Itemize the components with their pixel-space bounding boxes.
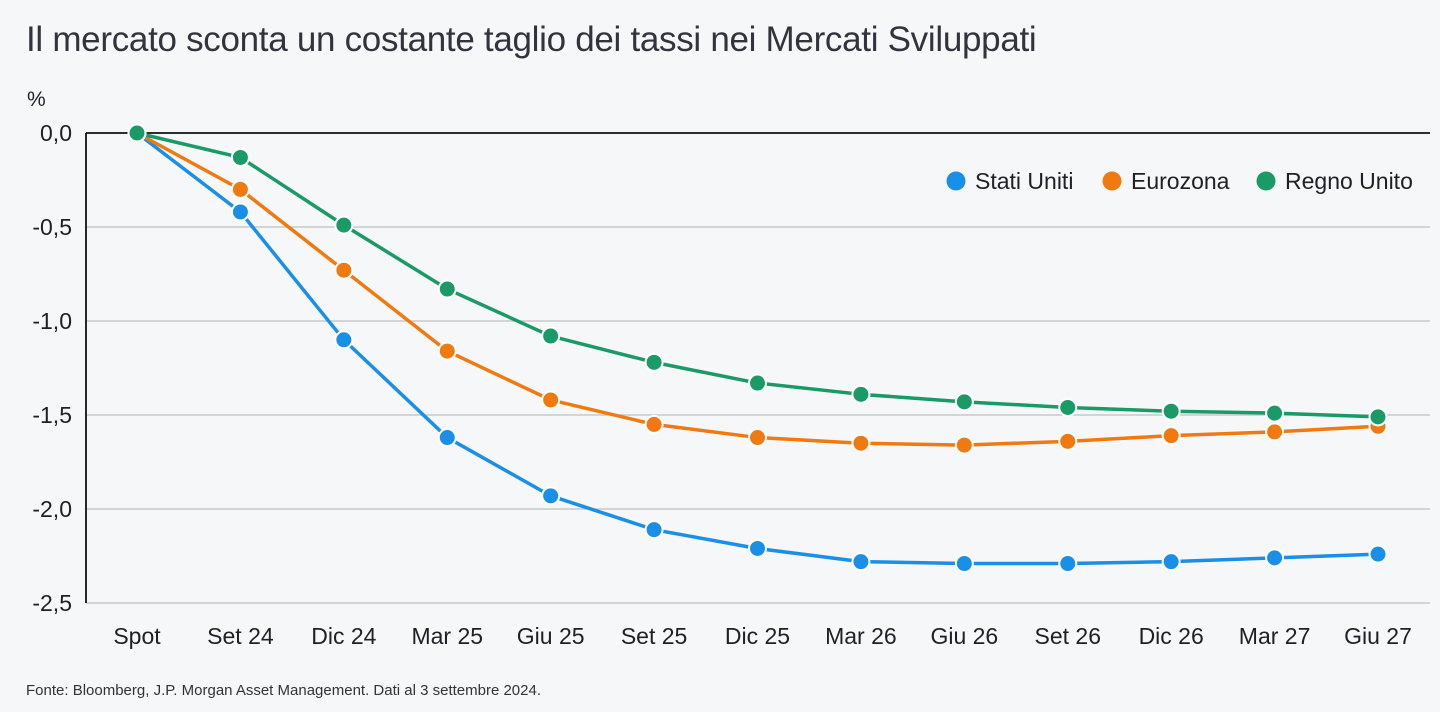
x-tick-label: Mar 25 (411, 623, 483, 649)
data-point (230, 179, 250, 199)
data-point (748, 428, 767, 448)
data-point (1265, 403, 1285, 423)
data-point (1265, 548, 1285, 568)
y-tick-label: -2,5 (32, 590, 72, 616)
data-point (644, 520, 664, 540)
y-tick-labels: 0,0 -0,5 -1,0 -1,5 -2,0 -2,5% (27, 88, 72, 616)
y-axis-unit: % (27, 88, 46, 111)
x-tick-label: Mar 27 (1239, 623, 1311, 649)
y-tick-label: -1,5 (32, 402, 72, 428)
data-point (334, 215, 354, 235)
data-point (437, 428, 457, 448)
legend-marker (1102, 171, 1122, 191)
legend-label: Eurozona (1131, 168, 1230, 194)
data-point (851, 552, 871, 572)
data-point (541, 486, 561, 506)
series-lines (135, 131, 1380, 566)
x-tick-labels: Spot Set 24 Dic 24 Mar 25 Giu 25 Set 25 Dic 25… (113, 623, 1412, 649)
legend: Stati Uniti Eurozona Regno Unito (946, 168, 1413, 194)
y-tick-label: -2,0 (32, 496, 72, 522)
legend-label: Regno Unito (1285, 168, 1413, 194)
data-point (1058, 431, 1078, 451)
x-tick-label: Giu 25 (517, 623, 585, 649)
data-point (954, 554, 974, 574)
data-point (1161, 401, 1181, 421)
y-tick-label: 0,0 (40, 120, 72, 146)
x-tick-label: Spot (113, 623, 161, 649)
legend-marker (946, 171, 966, 191)
legend-marker (1256, 171, 1276, 191)
legend-label: Stati Uniti (975, 168, 1073, 194)
data-point (748, 538, 767, 558)
data-point (1368, 544, 1388, 564)
data-point (1161, 552, 1181, 572)
x-tick-label: Giu 27 (1344, 623, 1412, 649)
x-tick-label: Mar 26 (825, 623, 897, 649)
gridlines (86, 226, 1430, 604)
source-note: Fonte: Bloomberg, J.P. Morgan Asset Mana… (26, 682, 542, 699)
data-point (1368, 407, 1388, 427)
data-point (127, 123, 147, 143)
data-point (851, 384, 871, 404)
y-tick-label: -1,0 (32, 308, 72, 334)
y-tick-label: -0,5 (32, 214, 72, 240)
data-point (230, 147, 250, 167)
data-point (1058, 397, 1078, 417)
x-tick-label: Dic 24 (311, 623, 376, 649)
data-point (541, 390, 561, 410)
x-tick-label: Dic 26 (1139, 623, 1204, 649)
x-tick-label: Dic 25 (725, 623, 790, 649)
data-point (437, 341, 457, 361)
axes (85, 132, 1430, 603)
data-point (644, 414, 664, 434)
data-point (748, 373, 767, 393)
data-point (541, 326, 561, 346)
data-point (334, 330, 354, 350)
data-point (644, 352, 664, 372)
chart-title: Il mercato sconta un costante taglio dei… (26, 20, 1037, 59)
data-point (1161, 426, 1181, 446)
data-point (437, 279, 457, 299)
data-point (954, 435, 974, 455)
x-tick-label: Set 24 (207, 623, 274, 649)
data-point (1058, 554, 1078, 574)
data-point (954, 392, 974, 412)
x-tick-label: Giu 26 (930, 623, 998, 649)
series-points (127, 123, 1388, 574)
x-tick-label: Set 26 (1035, 623, 1102, 649)
data-point (1265, 422, 1285, 442)
data-point (851, 433, 871, 453)
data-point (334, 260, 354, 280)
series-line (135, 131, 1380, 566)
data-point (230, 202, 250, 222)
x-tick-label: Set 25 (621, 623, 688, 649)
